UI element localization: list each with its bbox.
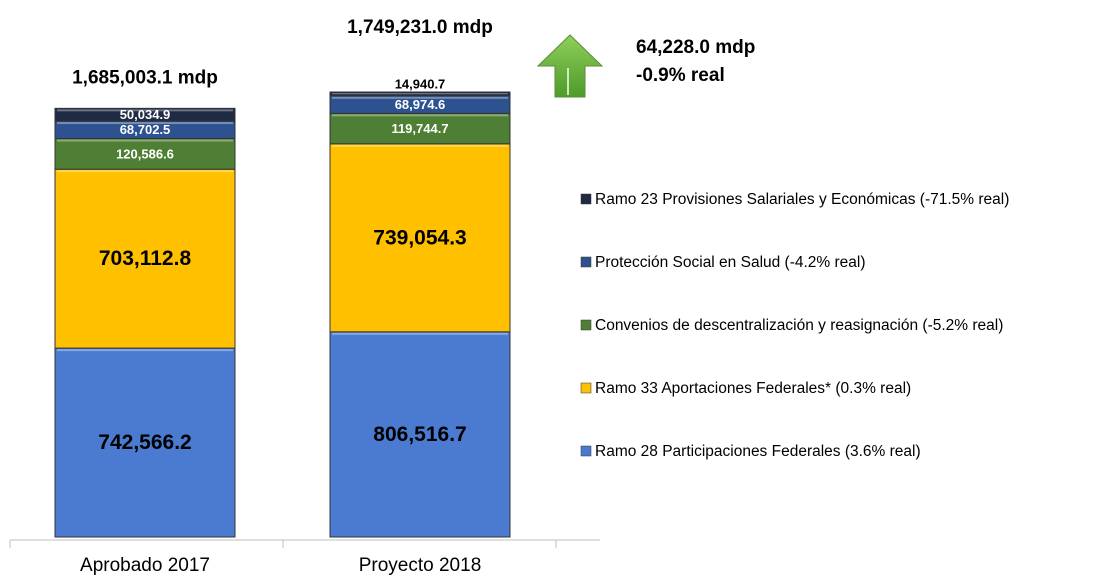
total-label: 1,685,003.1 mdp <box>72 67 218 88</box>
data-label: 742,566.2 <box>98 431 191 454</box>
data-label: 703,112.8 <box>99 247 192 270</box>
total-label: 1,749,231.0 mdp <box>347 17 493 38</box>
legend-label: Protección Social en Salud (-4.2% real) <box>595 254 866 271</box>
legend-swatch <box>580 445 592 457</box>
bar-segment <box>54 168 236 349</box>
segment-shine <box>57 170 233 173</box>
difference-label: 64,228.0 mdp <box>636 37 755 58</box>
data-label: 120,586.6 <box>116 146 174 161</box>
bar-segment <box>329 331 511 538</box>
legend-swatch <box>580 256 592 268</box>
segment-shine <box>332 114 508 117</box>
bar-segment <box>329 112 511 145</box>
segment-shine <box>332 93 508 95</box>
bar-segment <box>54 347 236 538</box>
segment-shine <box>57 122 233 125</box>
segment-shine <box>332 332 508 335</box>
legend-label: Ramo 28 Participaciones Federales (3.6% … <box>595 443 921 460</box>
data-label: 806,516.7 <box>373 423 466 446</box>
legend-label: Ramo 23 Provisiones Salariales y Económi… <box>595 191 1009 208</box>
bar-segment <box>329 143 511 333</box>
bar-segment <box>54 107 236 122</box>
legend-label: Convenios de descentralización y reasign… <box>595 317 1003 334</box>
data-label: 119,744.7 <box>391 121 448 136</box>
data-label: 14,940.7 <box>395 76 446 91</box>
segment-shine <box>332 96 508 99</box>
segment-shine <box>57 139 233 142</box>
segment-shine <box>57 109 233 112</box>
segment-shine <box>57 349 233 352</box>
data-label: 68,974.6 <box>395 97 446 112</box>
segment-shine <box>332 144 508 147</box>
legend-swatch <box>580 193 592 205</box>
data-label: 68,702.5 <box>120 122 171 137</box>
data-label: 739,054.3 <box>373 226 466 249</box>
x-tick-label: Aprobado 2017 <box>80 555 210 576</box>
x-tick-label: Proyecto 2018 <box>359 555 482 576</box>
legend-swatch <box>580 319 592 331</box>
legend-label: Ramo 33 Aportaciones Federales* (0.3% re… <box>595 380 911 397</box>
data-label: 50,034.9 <box>120 107 171 122</box>
legend-swatch <box>580 382 592 394</box>
real-change-label: -0.9% real <box>636 65 725 86</box>
up-arrow <box>536 34 604 98</box>
bar-segment <box>329 91 511 97</box>
